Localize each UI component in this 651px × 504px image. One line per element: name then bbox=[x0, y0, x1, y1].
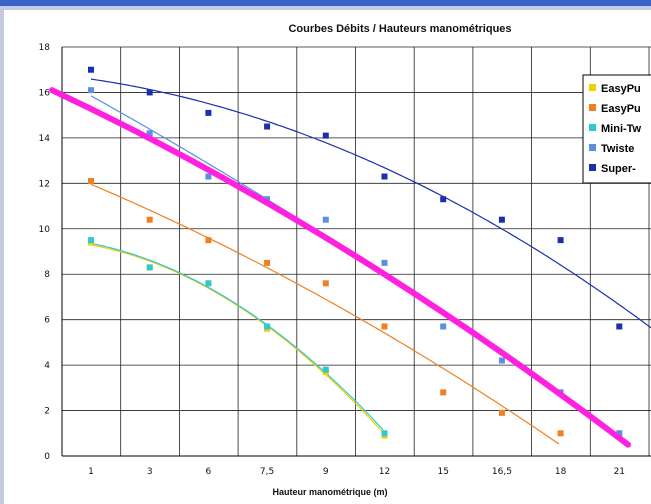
top-bar bbox=[0, 0, 651, 6]
data-point-4 bbox=[88, 66, 94, 73]
x-tick-label: 16,5 bbox=[492, 467, 512, 477]
data-point-4 bbox=[381, 173, 388, 180]
trend-line-1 bbox=[90, 183, 560, 445]
data-point-4 bbox=[322, 132, 329, 139]
trend-line-4 bbox=[90, 78, 651, 329]
x-axis-label: Hauteur manométrique (m) bbox=[272, 487, 387, 497]
annotation-line bbox=[49, 87, 631, 448]
y-tick-label: 12 bbox=[39, 179, 50, 189]
data-point-4 bbox=[264, 123, 271, 130]
x-tick-label: 3 bbox=[147, 467, 153, 477]
legend-marker-4 bbox=[589, 164, 596, 171]
data-points bbox=[88, 66, 623, 439]
data-point-2 bbox=[264, 323, 271, 330]
data-point-1 bbox=[557, 430, 564, 437]
legend-label-4: Super- bbox=[601, 163, 636, 175]
y-tick-label: 14 bbox=[39, 134, 51, 144]
data-point-1 bbox=[205, 237, 212, 244]
y-tick-label: 0 bbox=[44, 452, 50, 462]
y-tick-label: 4 bbox=[44, 361, 50, 371]
data-point-4 bbox=[205, 109, 212, 116]
legend-marker-3 bbox=[589, 144, 596, 151]
data-point-4 bbox=[146, 89, 153, 96]
data-point-4 bbox=[440, 196, 447, 203]
x-tick-label: 9 bbox=[323, 467, 329, 477]
data-point-1 bbox=[264, 259, 271, 266]
data-point-2 bbox=[322, 366, 329, 373]
x-tick-label: 12 bbox=[379, 467, 390, 477]
data-point-3 bbox=[616, 430, 623, 437]
legend-marker-0 bbox=[589, 84, 596, 91]
data-point-2 bbox=[146, 264, 153, 271]
x-tick-label: 15 bbox=[437, 467, 448, 477]
legend: EasyPu EasyPu Mini-Tw Twiste Super- bbox=[582, 74, 651, 184]
data-point-3 bbox=[205, 173, 212, 180]
annotation-overlay bbox=[49, 87, 631, 448]
legend-label-2: Mini-Tw bbox=[601, 123, 642, 135]
legend-label-0: EasyPu bbox=[601, 83, 641, 95]
legend-marker-2 bbox=[589, 124, 596, 131]
data-point-3 bbox=[498, 357, 505, 364]
y-tick-label: 6 bbox=[44, 316, 50, 326]
axes bbox=[61, 47, 651, 457]
data-point-3 bbox=[322, 216, 329, 223]
data-point-3 bbox=[381, 259, 388, 266]
data-point-2 bbox=[205, 280, 212, 287]
data-point-4 bbox=[557, 237, 564, 244]
y-tick-label: 18 bbox=[39, 43, 51, 53]
data-point-2 bbox=[381, 430, 388, 437]
chart-title: Courbes Débits / Hauteurs manométriques bbox=[288, 23, 511, 35]
x-tick-label: 1 bbox=[88, 467, 94, 477]
data-point-1 bbox=[498, 409, 505, 416]
y-tick-label: 10 bbox=[39, 225, 51, 235]
data-point-3 bbox=[146, 130, 153, 137]
trend-line-2 bbox=[90, 242, 384, 431]
data-point-4 bbox=[616, 323, 623, 330]
data-point-1 bbox=[322, 280, 329, 287]
y-tick-label: 2 bbox=[44, 407, 50, 417]
y-tick-labels: 0 2 4 6 8 10 12 14 16 18 bbox=[39, 43, 51, 462]
x-tick-labels: 1 3 6 7,5 9 12 15 16,5 18 21 bbox=[88, 467, 625, 477]
x-tick-label: 6 bbox=[206, 467, 212, 477]
data-point-1 bbox=[381, 323, 388, 330]
y-tick-label: 16 bbox=[39, 88, 51, 98]
data-point-2 bbox=[88, 237, 94, 244]
data-point-1 bbox=[146, 216, 153, 223]
x-tick-label: 18 bbox=[555, 467, 567, 477]
data-point-3 bbox=[88, 87, 94, 94]
y-tick-label: 8 bbox=[44, 270, 50, 280]
legend-label-1: EasyPu bbox=[601, 103, 641, 115]
data-point-1 bbox=[88, 178, 94, 185]
legend-label-3: Twiste bbox=[601, 143, 634, 155]
data-point-3 bbox=[440, 323, 447, 330]
trend-line-0 bbox=[90, 244, 384, 433]
x-tick-label: 7,5 bbox=[260, 467, 274, 477]
data-point-3 bbox=[264, 196, 271, 203]
x-tick-label: 21 bbox=[614, 467, 625, 477]
data-point-4 bbox=[498, 216, 505, 223]
legend-marker-1 bbox=[589, 104, 596, 111]
data-point-1 bbox=[440, 389, 447, 396]
